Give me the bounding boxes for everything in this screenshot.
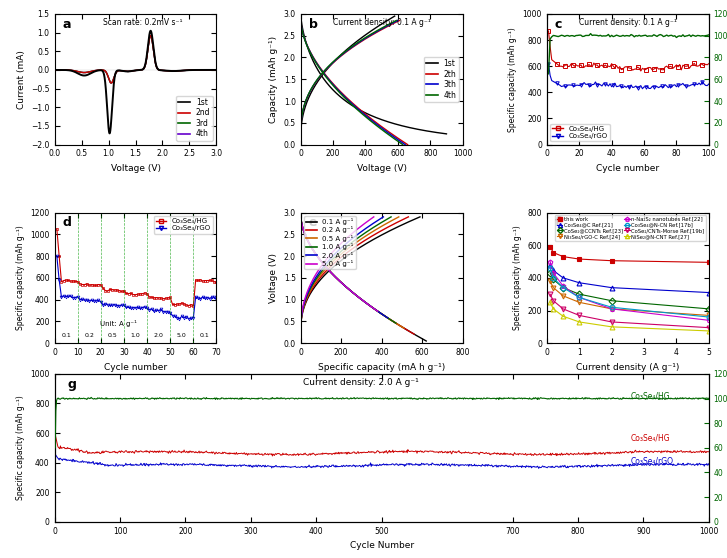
- Legend: this work, Co₃Se₄@C Ref.[21], CoSe₂@CCNTs Ref.[23], Ni₃Se₄/rGO-C Ref.[24], n-Na₂: this work, Co₃Se₄@C Ref.[21], CoSe₂@CCNT…: [555, 215, 706, 240]
- Text: g: g: [68, 378, 76, 391]
- Text: 1.0: 1.0: [131, 333, 140, 338]
- X-axis label: Voltage (V): Voltage (V): [357, 164, 406, 173]
- Legend: 0.1 A g⁻¹, 0.2 A g⁻¹, 0.5 A g⁻¹, 1.0 A g⁻¹, 2.0 A g⁻¹, 5.0 A g⁻¹: 0.1 A g⁻¹, 0.2 A g⁻¹, 0.5 A g⁻¹, 1.0 A g…: [304, 216, 356, 269]
- Text: 2.0: 2.0: [153, 333, 164, 338]
- Text: Unit: A g⁻¹: Unit: A g⁻¹: [100, 320, 137, 327]
- Text: 0.1: 0.1: [61, 333, 71, 338]
- Text: 5.0: 5.0: [177, 333, 187, 338]
- Text: d: d: [63, 217, 71, 229]
- Text: 0.2: 0.2: [84, 333, 95, 338]
- X-axis label: Cycle Number: Cycle Number: [350, 541, 414, 550]
- X-axis label: Current density (A g⁻¹): Current density (A g⁻¹): [577, 363, 680, 372]
- Text: c: c: [555, 18, 563, 31]
- Legend: Co₃Se₄/HG, Co₃Se₄/rGO: Co₃Se₄/HG, Co₃Se₄/rGO: [550, 123, 610, 141]
- X-axis label: Specific capacity (mA h g⁻¹): Specific capacity (mA h g⁻¹): [318, 363, 446, 372]
- Y-axis label: Capacity (mAh g⁻¹): Capacity (mAh g⁻¹): [269, 36, 278, 123]
- Y-axis label: Specific capacity (mAh g⁻¹): Specific capacity (mAh g⁻¹): [508, 27, 517, 132]
- Legend: 1st, 2th, 3th, 4th: 1st, 2th, 3th, 4th: [424, 57, 459, 102]
- Text: Co₃Se₄/rGO: Co₃Se₄/rGO: [630, 456, 673, 466]
- Y-axis label: Voltage (V): Voltage (V): [269, 253, 278, 303]
- X-axis label: Voltage (V): Voltage (V): [111, 164, 161, 173]
- Text: Current density: 2.0 A g⁻¹: Current density: 2.0 A g⁻¹: [303, 378, 419, 387]
- Text: 0.5: 0.5: [108, 333, 117, 338]
- Text: Co₃Se₄/HG: Co₃Se₄/HG: [630, 392, 670, 401]
- Legend: 1st, 2nd, 3rd, 4th: 1st, 2nd, 3rd, 4th: [176, 95, 213, 141]
- Text: b: b: [309, 18, 318, 31]
- X-axis label: Cycle number: Cycle number: [104, 363, 167, 372]
- Text: Current density: 0.1 A g⁻¹: Current density: 0.1 A g⁻¹: [333, 18, 431, 27]
- Y-axis label: Specific capacity (mAh g⁻¹): Specific capacity (mAh g⁻¹): [16, 225, 25, 330]
- Text: 0.1: 0.1: [200, 333, 210, 338]
- X-axis label: Cycle number: Cycle number: [596, 164, 659, 173]
- Y-axis label: Specific capacity (mAh g⁻¹): Specific capacity (mAh g⁻¹): [16, 396, 25, 500]
- Y-axis label: Current (mA): Current (mA): [17, 50, 25, 109]
- Text: f: f: [555, 217, 561, 229]
- Text: e: e: [309, 217, 317, 229]
- Text: Co₃Se₄/HG: Co₃Se₄/HG: [630, 433, 670, 442]
- Text: a: a: [63, 18, 71, 31]
- Text: Current density: 0.1 A g⁻¹: Current density: 0.1 A g⁻¹: [579, 18, 677, 27]
- Y-axis label: Specific capacity (mAh g⁻¹): Specific capacity (mAh g⁻¹): [513, 225, 522, 330]
- Legend: Co₃Se₄/HG, Co₃Se₄/rGO: Co₃Se₄/HG, Co₃Se₄/rGO: [153, 216, 213, 234]
- Text: Scan rate: 0.2mV s⁻¹: Scan rate: 0.2mV s⁻¹: [103, 18, 182, 27]
